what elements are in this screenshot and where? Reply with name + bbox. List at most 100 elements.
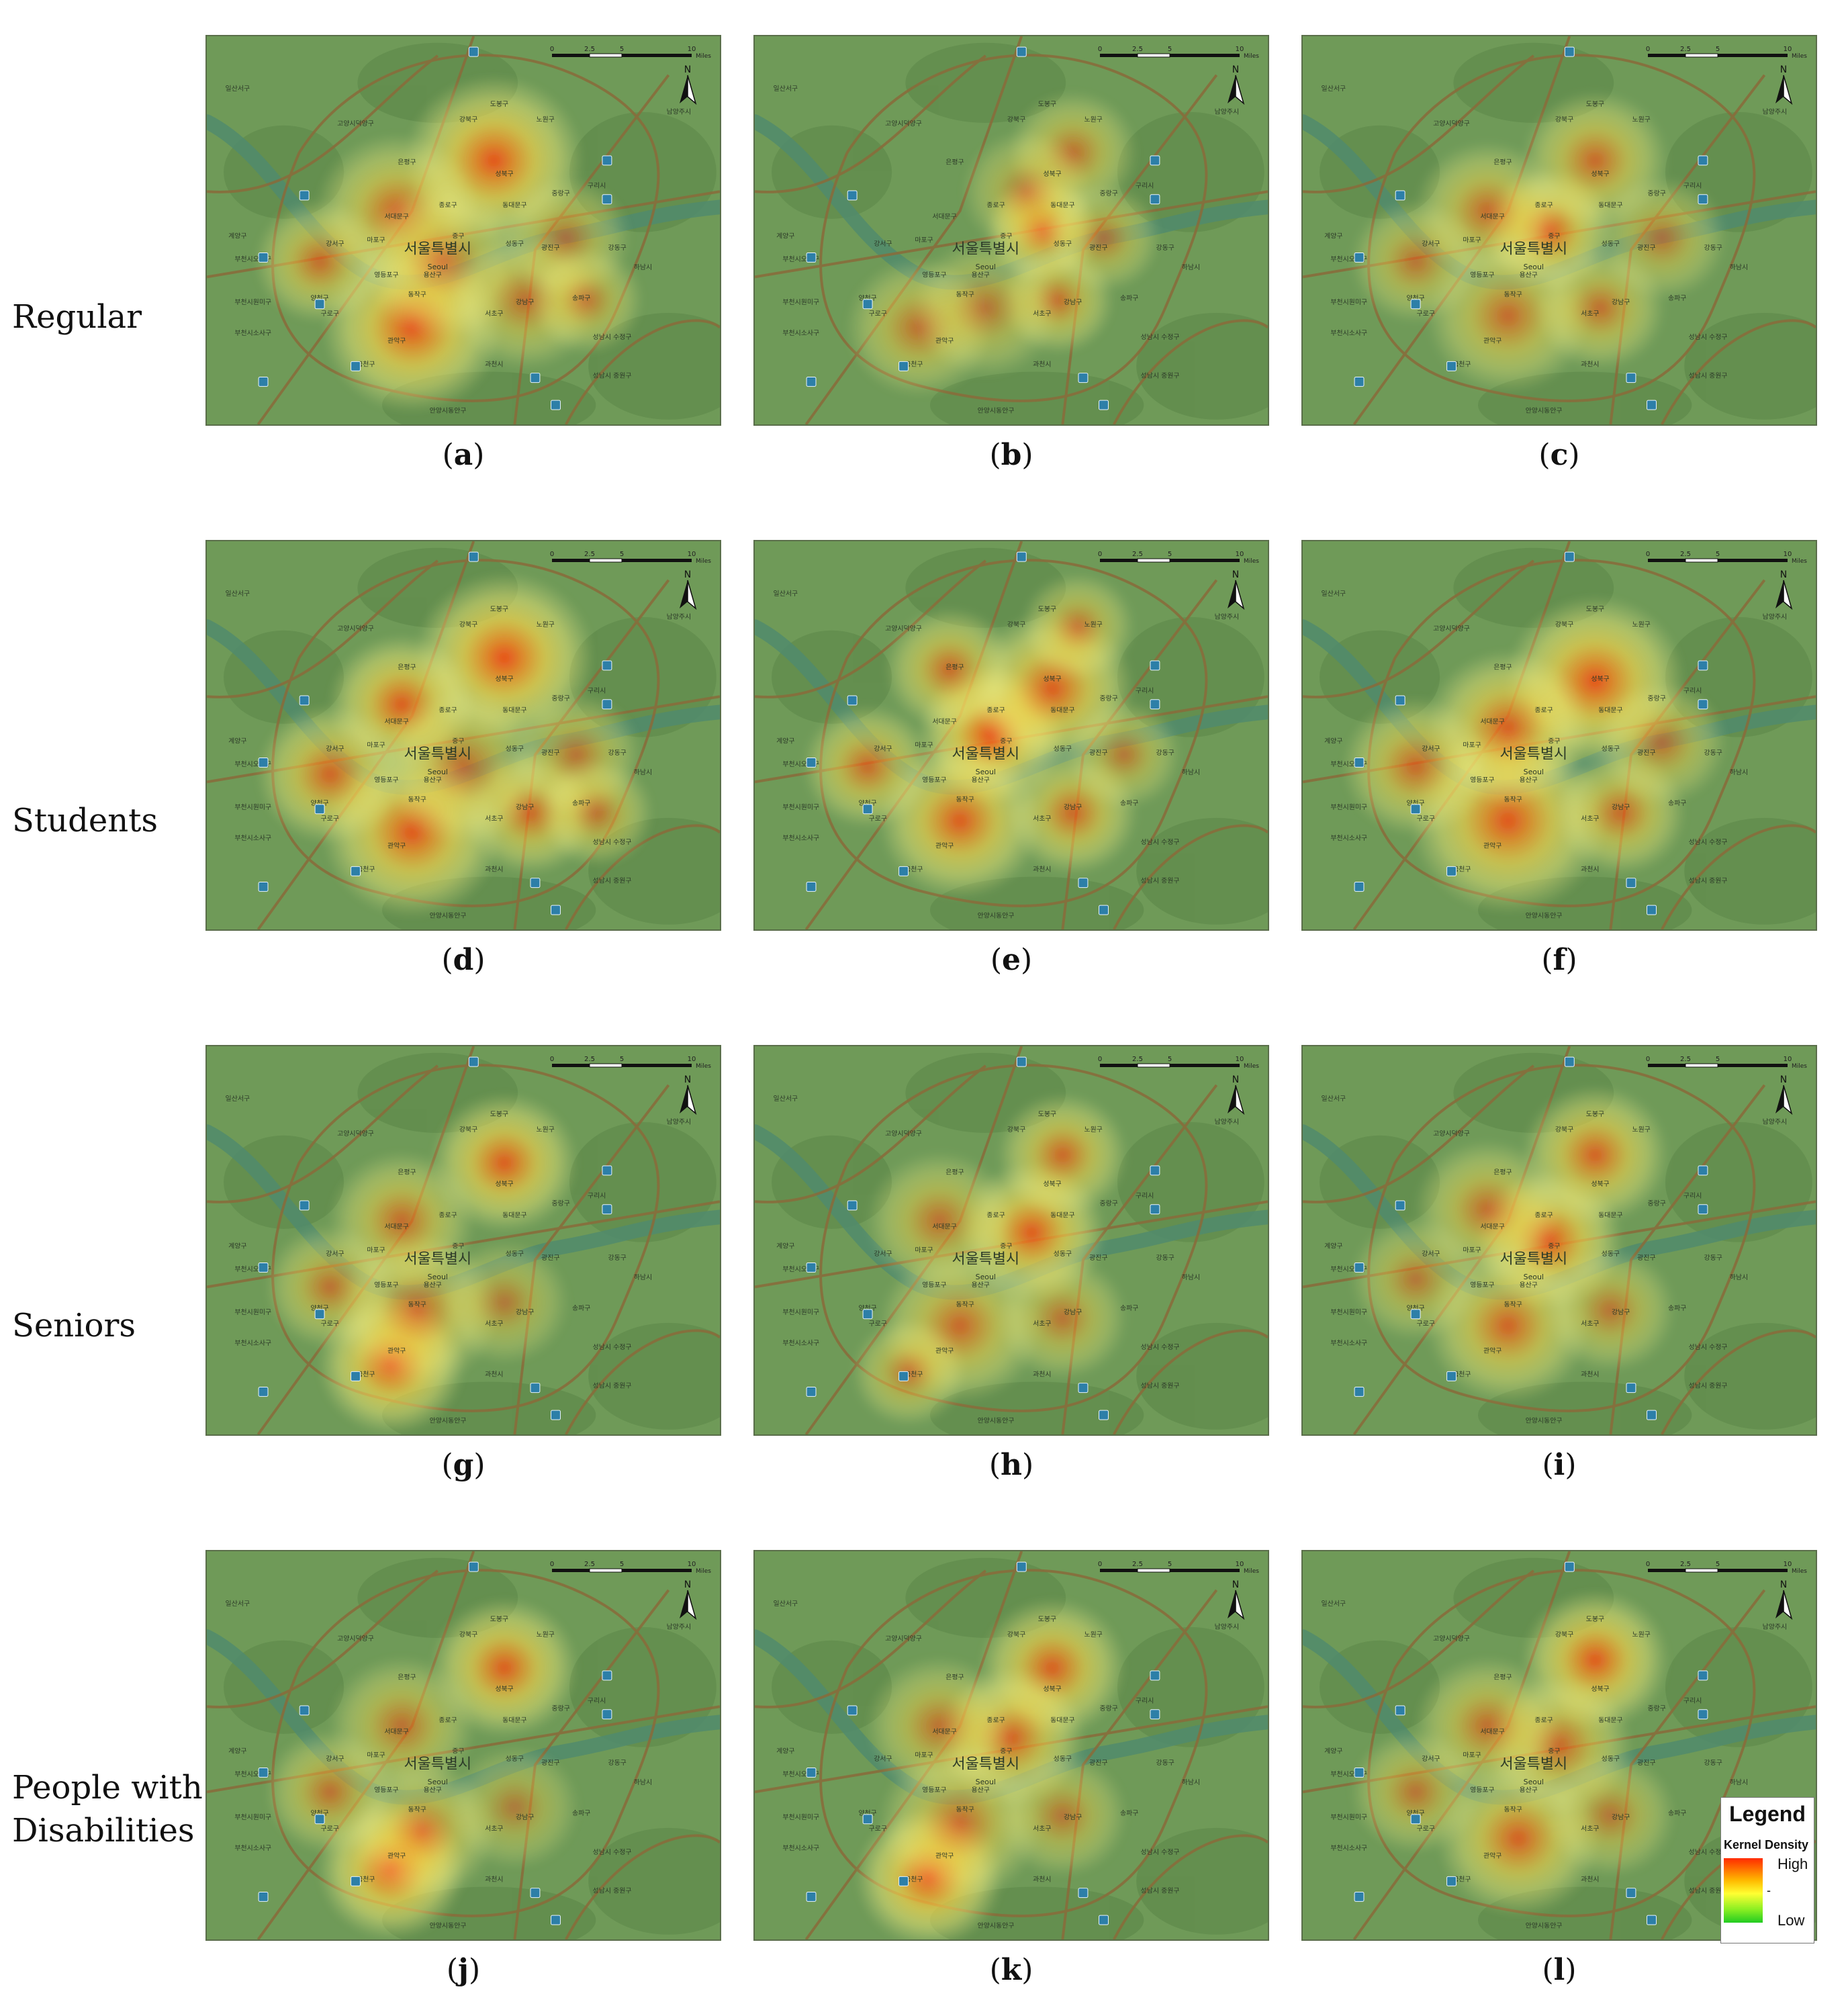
- district-label: 도봉구: [490, 100, 508, 108]
- district-label: 동대문구: [502, 706, 527, 714]
- legend-high-label: High: [1777, 1856, 1808, 1872]
- route-shields: [806, 551, 1160, 915]
- kernel-density-layer: [1350, 1085, 1677, 1404]
- scale-tick-label: 10: [1784, 551, 1792, 558]
- district-label: 구리시: [1683, 686, 1702, 694]
- route-shield-icon: [1446, 361, 1457, 371]
- route-shield-icon: [898, 361, 909, 371]
- district-label: 종로구: [438, 1716, 457, 1724]
- district-label: 성남시 수정구: [1689, 838, 1728, 846]
- district-label: 성동구: [506, 745, 524, 753]
- route-shield-icon: [1099, 400, 1109, 410]
- district-label: 영등포구: [922, 776, 947, 784]
- district-label: 도봉구: [1038, 605, 1056, 613]
- scale-tick-label: 10: [1236, 1056, 1244, 1063]
- district-label: 성동구: [506, 1250, 524, 1258]
- district-label: 강동구: [1704, 749, 1722, 757]
- district-label: 부천시소사구: [1330, 834, 1367, 842]
- north-arrow-icon: N: [1228, 1074, 1245, 1115]
- map-panel-j: 도봉구 노원구 강북구 성북구 중랑구 은평구 서대문구 종로구 동대문구 마포구 중구 성동구 광진구…: [205, 1550, 721, 1941]
- route-shield-icon: [258, 1891, 269, 1902]
- panel-caption-i: (i): [1542, 1448, 1577, 1482]
- district-label: 강서구: [1422, 240, 1440, 248]
- district-label: 강서구: [874, 745, 892, 753]
- route-shield-icon: [1626, 1888, 1636, 1898]
- district-label: 성북구: [495, 1685, 513, 1693]
- scale-tick-label: 2.5: [584, 1056, 595, 1063]
- scale-unit-label: Miles: [1792, 1063, 1807, 1070]
- map-panel-g: 도봉구 노원구 강북구 성북구 중랑구 은평구 서대문구 종로구 동대문구 마포구 중구 성동구 광진구…: [205, 1045, 721, 1436]
- district-label: 구리시: [588, 1191, 606, 1199]
- kernel-density-layer: [802, 572, 1182, 899]
- district-label: 계양구: [776, 232, 794, 240]
- scale-unit-label: Miles: [696, 53, 711, 60]
- district-label: 동작구: [1504, 795, 1522, 803]
- district-label: 부천시원미구: [1330, 1813, 1367, 1821]
- district-label: 양천구: [858, 294, 876, 302]
- district-label: 송파구: [1668, 1809, 1686, 1817]
- route-shield-icon: [258, 758, 269, 768]
- district-label: 계양구: [228, 232, 246, 240]
- district-label: 강동구: [608, 1254, 626, 1262]
- scale-tick-label: 10: [1784, 46, 1792, 53]
- route-shield-icon: [602, 1670, 612, 1681]
- map-panel-c: 도봉구 노원구 강북구 성북구 중랑구 은평구 서대문구 종로구 동대문구 마포구 중구 성동구 광진구…: [1301, 35, 1817, 426]
- north-label: N: [1780, 64, 1787, 75]
- district-label: 하남시: [634, 263, 652, 271]
- district-label: 계양구: [228, 1747, 246, 1755]
- district-label: 부천시원미구: [234, 803, 271, 811]
- district-label: 중랑구: [551, 1199, 569, 1207]
- district-label: 구로구: [869, 1320, 887, 1328]
- district-label: 용산구: [971, 271, 989, 279]
- district-label: 광진구: [541, 1254, 559, 1262]
- district-label: 성남시 중원구: [593, 372, 632, 380]
- panel-caption-j: (j): [446, 1953, 481, 1987]
- legend: Legend Kernel Density High - Low: [1720, 1797, 1814, 1943]
- route-shields: [258, 551, 612, 915]
- route-shield-icon: [1078, 1888, 1089, 1898]
- district-label: 송파구: [572, 1304, 590, 1312]
- district-label: 안양시동안구: [1526, 407, 1563, 415]
- district-label: 서대문구: [932, 1223, 957, 1231]
- district-label: 강동구: [1704, 1759, 1722, 1767]
- route-shield-icon: [602, 1709, 612, 1720]
- district-label: 남양주시: [1215, 108, 1240, 116]
- district-label: 영등포구: [1470, 1281, 1495, 1289]
- map-panel-e: 도봉구 노원구 강북구 성북구 중랑구 은평구 서대문구 종로구 동대문구 마포구 중구 성동구 광진구…: [753, 540, 1269, 931]
- route-shield-icon: [1099, 905, 1109, 915]
- district-label: 영등포구: [922, 1786, 947, 1794]
- district-label: 종로구: [986, 1716, 1005, 1724]
- route-shields: [1354, 46, 1708, 410]
- district-label: 강남구: [1612, 1308, 1630, 1316]
- district-label: 일산서구: [774, 85, 798, 93]
- district-label: 과천시: [1033, 865, 1051, 873]
- district-label: 일산서구: [774, 1095, 798, 1103]
- district-label: 안양시동안구: [430, 1922, 467, 1930]
- district-label: 성동구: [1602, 745, 1620, 753]
- district-label: 서초구: [1581, 1825, 1599, 1833]
- route-shield-icon: [1354, 376, 1365, 387]
- map-panel-f: 도봉구 노원구 강북구 성북구 중랑구 은평구 서대문구 종로구 동대문구 마포구 중구 성동구 광진구…: [1301, 540, 1817, 931]
- district-label: 하남시: [634, 1778, 652, 1786]
- scale-tick-label: 2.5: [1680, 1561, 1691, 1568]
- district-label: 성남시 중원구: [1141, 1887, 1180, 1895]
- district-label: 서초구: [1033, 1320, 1051, 1328]
- route-shield-icon: [468, 1056, 479, 1067]
- scale-tick-label: 5: [620, 1056, 624, 1063]
- route-shield-icon: [314, 1309, 325, 1320]
- district-label: 강북구: [1007, 621, 1025, 629]
- map-panel-h: 도봉구 노원구 강북구 성북구 중랑구 은평구 서대문구 종로구 동대문구 마포구 중구 성동구 광진구…: [753, 1045, 1269, 1436]
- district-label: 성동구: [1054, 745, 1072, 753]
- district-label: 중구: [452, 1747, 464, 1755]
- district-label: 중구: [1000, 1242, 1012, 1250]
- district-label: 영등포구: [374, 1281, 399, 1289]
- district-label: 성북구: [495, 170, 513, 178]
- density-hotspot: [884, 606, 1016, 732]
- district-label: 강서구: [326, 1755, 344, 1763]
- district-label: 일산서구: [774, 1600, 798, 1608]
- district-label: 강남구: [1064, 803, 1082, 811]
- route-shield-icon: [898, 866, 909, 876]
- scale-tick-label: 0: [550, 46, 554, 53]
